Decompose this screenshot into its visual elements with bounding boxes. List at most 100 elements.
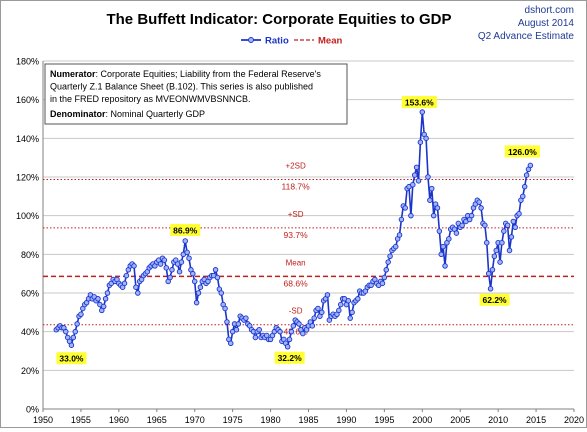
ratio-point xyxy=(74,321,80,327)
y-tick-label: 140% xyxy=(16,134,39,144)
ratio-point xyxy=(102,296,109,302)
ratio-point xyxy=(438,251,445,258)
ratio-point xyxy=(520,193,526,200)
ref-label-Mean: Mean xyxy=(286,258,306,267)
ratio-point xyxy=(419,109,426,115)
ratio-point xyxy=(243,315,249,321)
callout-bg xyxy=(479,293,510,306)
ratio-point xyxy=(178,259,185,265)
ratio-point xyxy=(218,290,225,296)
callout-bg xyxy=(170,223,201,236)
ratio-point xyxy=(290,323,297,329)
ratio-point xyxy=(392,243,399,250)
ratio-point xyxy=(347,315,353,321)
ratio-point xyxy=(104,290,111,296)
ratio-point xyxy=(121,280,128,287)
ratio-point xyxy=(425,174,431,180)
y-tick-label: 160% xyxy=(16,95,39,105)
ratio-point xyxy=(381,274,388,281)
callout-label: 153.6% xyxy=(405,98,434,108)
ratio-point xyxy=(485,270,492,277)
ratio-point xyxy=(233,326,240,333)
ref-value-Mean: 68.6% xyxy=(284,278,309,288)
source-site: dshort.com xyxy=(524,5,574,16)
ratio-point xyxy=(523,172,530,178)
ref-value-+2SD: 118.7% xyxy=(282,182,311,192)
ratio-point xyxy=(337,301,344,308)
ratio-point xyxy=(442,263,448,269)
callout-bg xyxy=(274,351,305,364)
ratio-point xyxy=(186,255,192,261)
ratio-point xyxy=(345,297,352,304)
x-tick-label: 2000 xyxy=(412,415,432,425)
annotation-line: Denominator: Nominal Quarterly GDP xyxy=(50,109,205,119)
ratio-point xyxy=(349,309,355,316)
ratio-point xyxy=(468,212,475,219)
y-tick-label: 120% xyxy=(16,173,39,183)
ref-value-+SD: 93.7% xyxy=(284,230,309,240)
ratio-point xyxy=(491,253,498,260)
ratio-markers xyxy=(53,109,534,350)
x-tick-label: 1955 xyxy=(71,415,91,425)
callout-label: 86.9% xyxy=(173,225,198,235)
ratio-point xyxy=(411,172,418,178)
ratio-point xyxy=(410,181,416,188)
ratio-point xyxy=(284,343,291,350)
ratio-point xyxy=(197,284,204,290)
ratio-point xyxy=(476,199,482,205)
ratio-point xyxy=(504,222,511,229)
legend-mean-label: Mean xyxy=(318,36,342,47)
y-tick-label: 0% xyxy=(26,405,39,415)
annotation-text: : Corporate Equities; Liability from the… xyxy=(96,69,322,79)
x-tick-label: 1985 xyxy=(298,415,318,425)
annotation-label: Numerator xyxy=(50,69,96,79)
ratio-point xyxy=(277,328,283,335)
ratio-point xyxy=(190,270,196,277)
source-annotation: Numerator: Corporate Equities; Liability… xyxy=(44,63,348,125)
x-tick-label: 1975 xyxy=(223,415,243,425)
ratio-point xyxy=(434,205,441,211)
ratio-point xyxy=(510,218,517,225)
ratio-point xyxy=(176,268,183,275)
callout: 153.6% xyxy=(401,96,437,109)
ratio-point xyxy=(212,267,219,273)
annotation-text: : Nominal Quarterly GDP xyxy=(106,109,206,119)
ref-label--SD: -SD xyxy=(289,307,303,316)
ratio-point xyxy=(446,236,452,242)
source-note: Q2 Advance Estimate xyxy=(477,31,574,42)
ratio-point xyxy=(167,274,173,281)
ratio-point xyxy=(417,139,424,145)
ratio-point xyxy=(427,197,433,203)
ratio-point xyxy=(315,305,321,312)
x-tick-label: 2010 xyxy=(488,415,508,425)
ratio-point xyxy=(387,253,393,260)
ratio-point xyxy=(78,311,84,318)
x-tick-label: 1990 xyxy=(336,415,356,425)
ratio-point xyxy=(436,228,443,234)
callout-label: 126.0% xyxy=(508,147,537,157)
ratio-point xyxy=(309,323,316,329)
ratio-point xyxy=(396,232,403,238)
callout: 33.0% xyxy=(56,352,87,365)
ratio-point xyxy=(286,336,293,343)
annotation-text: Quarterly Z.1 Balance Sheet (B.102). Thi… xyxy=(50,82,313,92)
ratio-point xyxy=(157,261,164,267)
ratio-point xyxy=(169,267,175,273)
ref-value--SD: 43.6% xyxy=(284,327,309,337)
ratio-point xyxy=(161,257,168,263)
ratio-point xyxy=(501,228,507,234)
ratio-point xyxy=(408,212,414,219)
legend-ratio-label: Ratio xyxy=(265,36,289,47)
ratio-point xyxy=(68,342,75,348)
ratio-point xyxy=(184,249,190,256)
ratio-point xyxy=(398,216,405,223)
ratio-point xyxy=(383,267,390,273)
x-tick-label: 1980 xyxy=(261,415,281,425)
ratio-point xyxy=(252,334,259,341)
ratio-point xyxy=(324,292,331,298)
y-tick-label: 100% xyxy=(16,211,39,221)
ratio-point xyxy=(508,234,515,240)
callout-bg xyxy=(504,145,540,158)
ratio-point xyxy=(163,265,170,271)
